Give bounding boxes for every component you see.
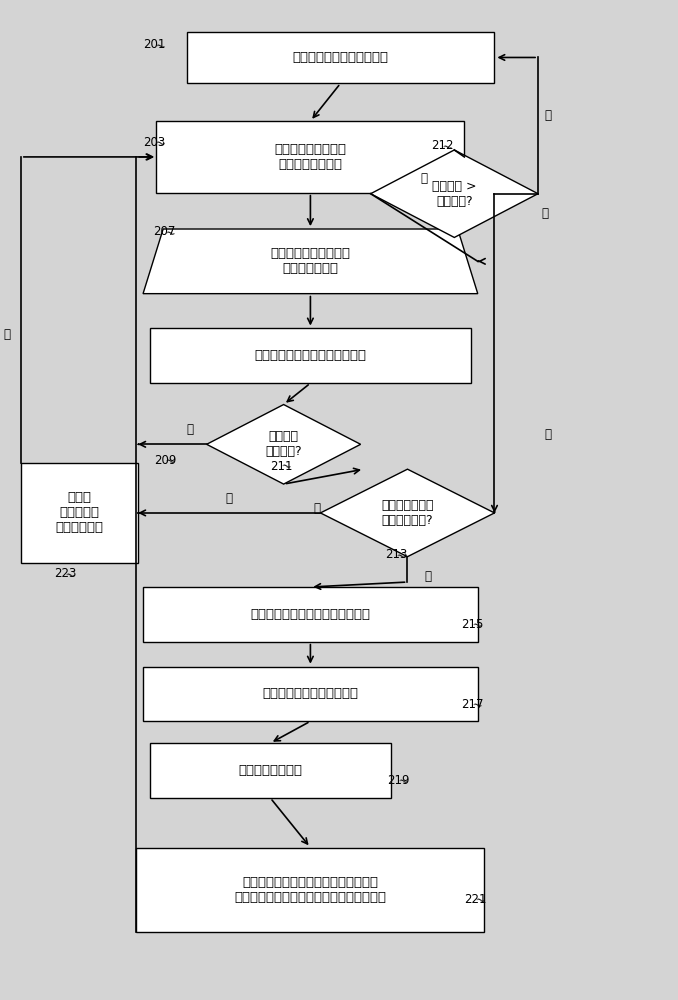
Text: 223: 223 [54, 567, 77, 580]
Text: ~: ~ [396, 774, 410, 789]
Text: ~: ~ [163, 455, 177, 470]
Text: 附加候选
解待处理?: 附加候选 解待处理? [265, 430, 302, 458]
Text: 207: 207 [153, 225, 176, 238]
Text: 212: 212 [432, 139, 454, 152]
Text: 211: 211 [271, 460, 293, 473]
FancyBboxPatch shape [157, 121, 464, 193]
Polygon shape [207, 405, 361, 484]
Text: 执行生物操作以生成
子群体的下一世代: 执行生物操作以生成 子群体的下一世代 [275, 143, 346, 171]
Text: ~: ~ [440, 140, 454, 156]
Text: ~: ~ [63, 568, 76, 583]
FancyBboxPatch shape [143, 667, 478, 721]
Text: ~: ~ [279, 460, 292, 475]
Text: 计算用于候选解的适合度度量值: 计算用于候选解的适合度度量值 [254, 349, 366, 362]
Polygon shape [143, 229, 478, 294]
Text: 219: 219 [387, 774, 410, 787]
Text: 针对子群体的当前世代
中的每个候选解: 针对子群体的当前世代 中的每个候选解 [271, 247, 351, 275]
Text: 是: 是 [541, 207, 549, 220]
Text: 执行突变后生物操作以针对给定数目的
恢复世代生成子群体的下一世代而限制迁移: 执行突变后生物操作以针对给定数目的 恢复世代生成子群体的下一世代而限制迁移 [235, 876, 386, 904]
Text: 是: 是 [544, 428, 552, 441]
Text: 当前世代 >
建立阈值?: 当前世代 > 建立阈值? [432, 180, 477, 208]
Text: ~: ~ [394, 549, 407, 564]
Text: ~: ~ [153, 39, 167, 54]
Text: 向群体
管理器传递
适合度度量值: 向群体 管理器传递 适合度度量值 [56, 491, 104, 534]
Text: 是: 是 [4, 328, 11, 341]
FancyBboxPatch shape [150, 743, 391, 798]
Text: ~: ~ [153, 136, 167, 152]
Text: 217: 217 [461, 698, 483, 711]
Text: 是: 是 [226, 492, 233, 505]
Text: 否: 否 [314, 502, 321, 515]
Text: 对子群体的当前世代调用局部突变: 对子群体的当前世代调用局部突变 [250, 608, 370, 621]
Text: 201: 201 [143, 38, 165, 51]
FancyBboxPatch shape [143, 587, 478, 642]
Text: 215: 215 [461, 618, 483, 631]
FancyBboxPatch shape [150, 328, 471, 383]
FancyBboxPatch shape [186, 32, 494, 83]
FancyBboxPatch shape [21, 463, 138, 563]
Polygon shape [371, 150, 538, 237]
Text: ~: ~ [470, 618, 483, 633]
Text: 子群体满足局部
向前进展标准?: 子群体满足局部 向前进展标准? [381, 499, 434, 527]
Text: 向群体管理器通知局部突变: 向群体管理器通知局部突变 [262, 687, 359, 700]
Text: 生成对问题的候选解子群体: 生成对问题的候选解子群体 [292, 51, 388, 64]
Text: 是: 是 [186, 423, 193, 436]
Text: ~: ~ [163, 226, 177, 241]
Text: 213: 213 [385, 548, 407, 561]
Polygon shape [321, 469, 494, 557]
Text: 通过迁移重新填充: 通过迁移重新填充 [238, 764, 302, 777]
Text: 209: 209 [155, 454, 177, 467]
Text: 否: 否 [421, 172, 428, 185]
Text: 否: 否 [424, 570, 431, 583]
Text: 203: 203 [143, 135, 165, 148]
Text: 否: 否 [544, 109, 552, 122]
Text: ~: ~ [470, 698, 483, 713]
FancyBboxPatch shape [136, 848, 485, 932]
Text: ~: ~ [473, 893, 487, 908]
Text: 221: 221 [464, 893, 487, 906]
